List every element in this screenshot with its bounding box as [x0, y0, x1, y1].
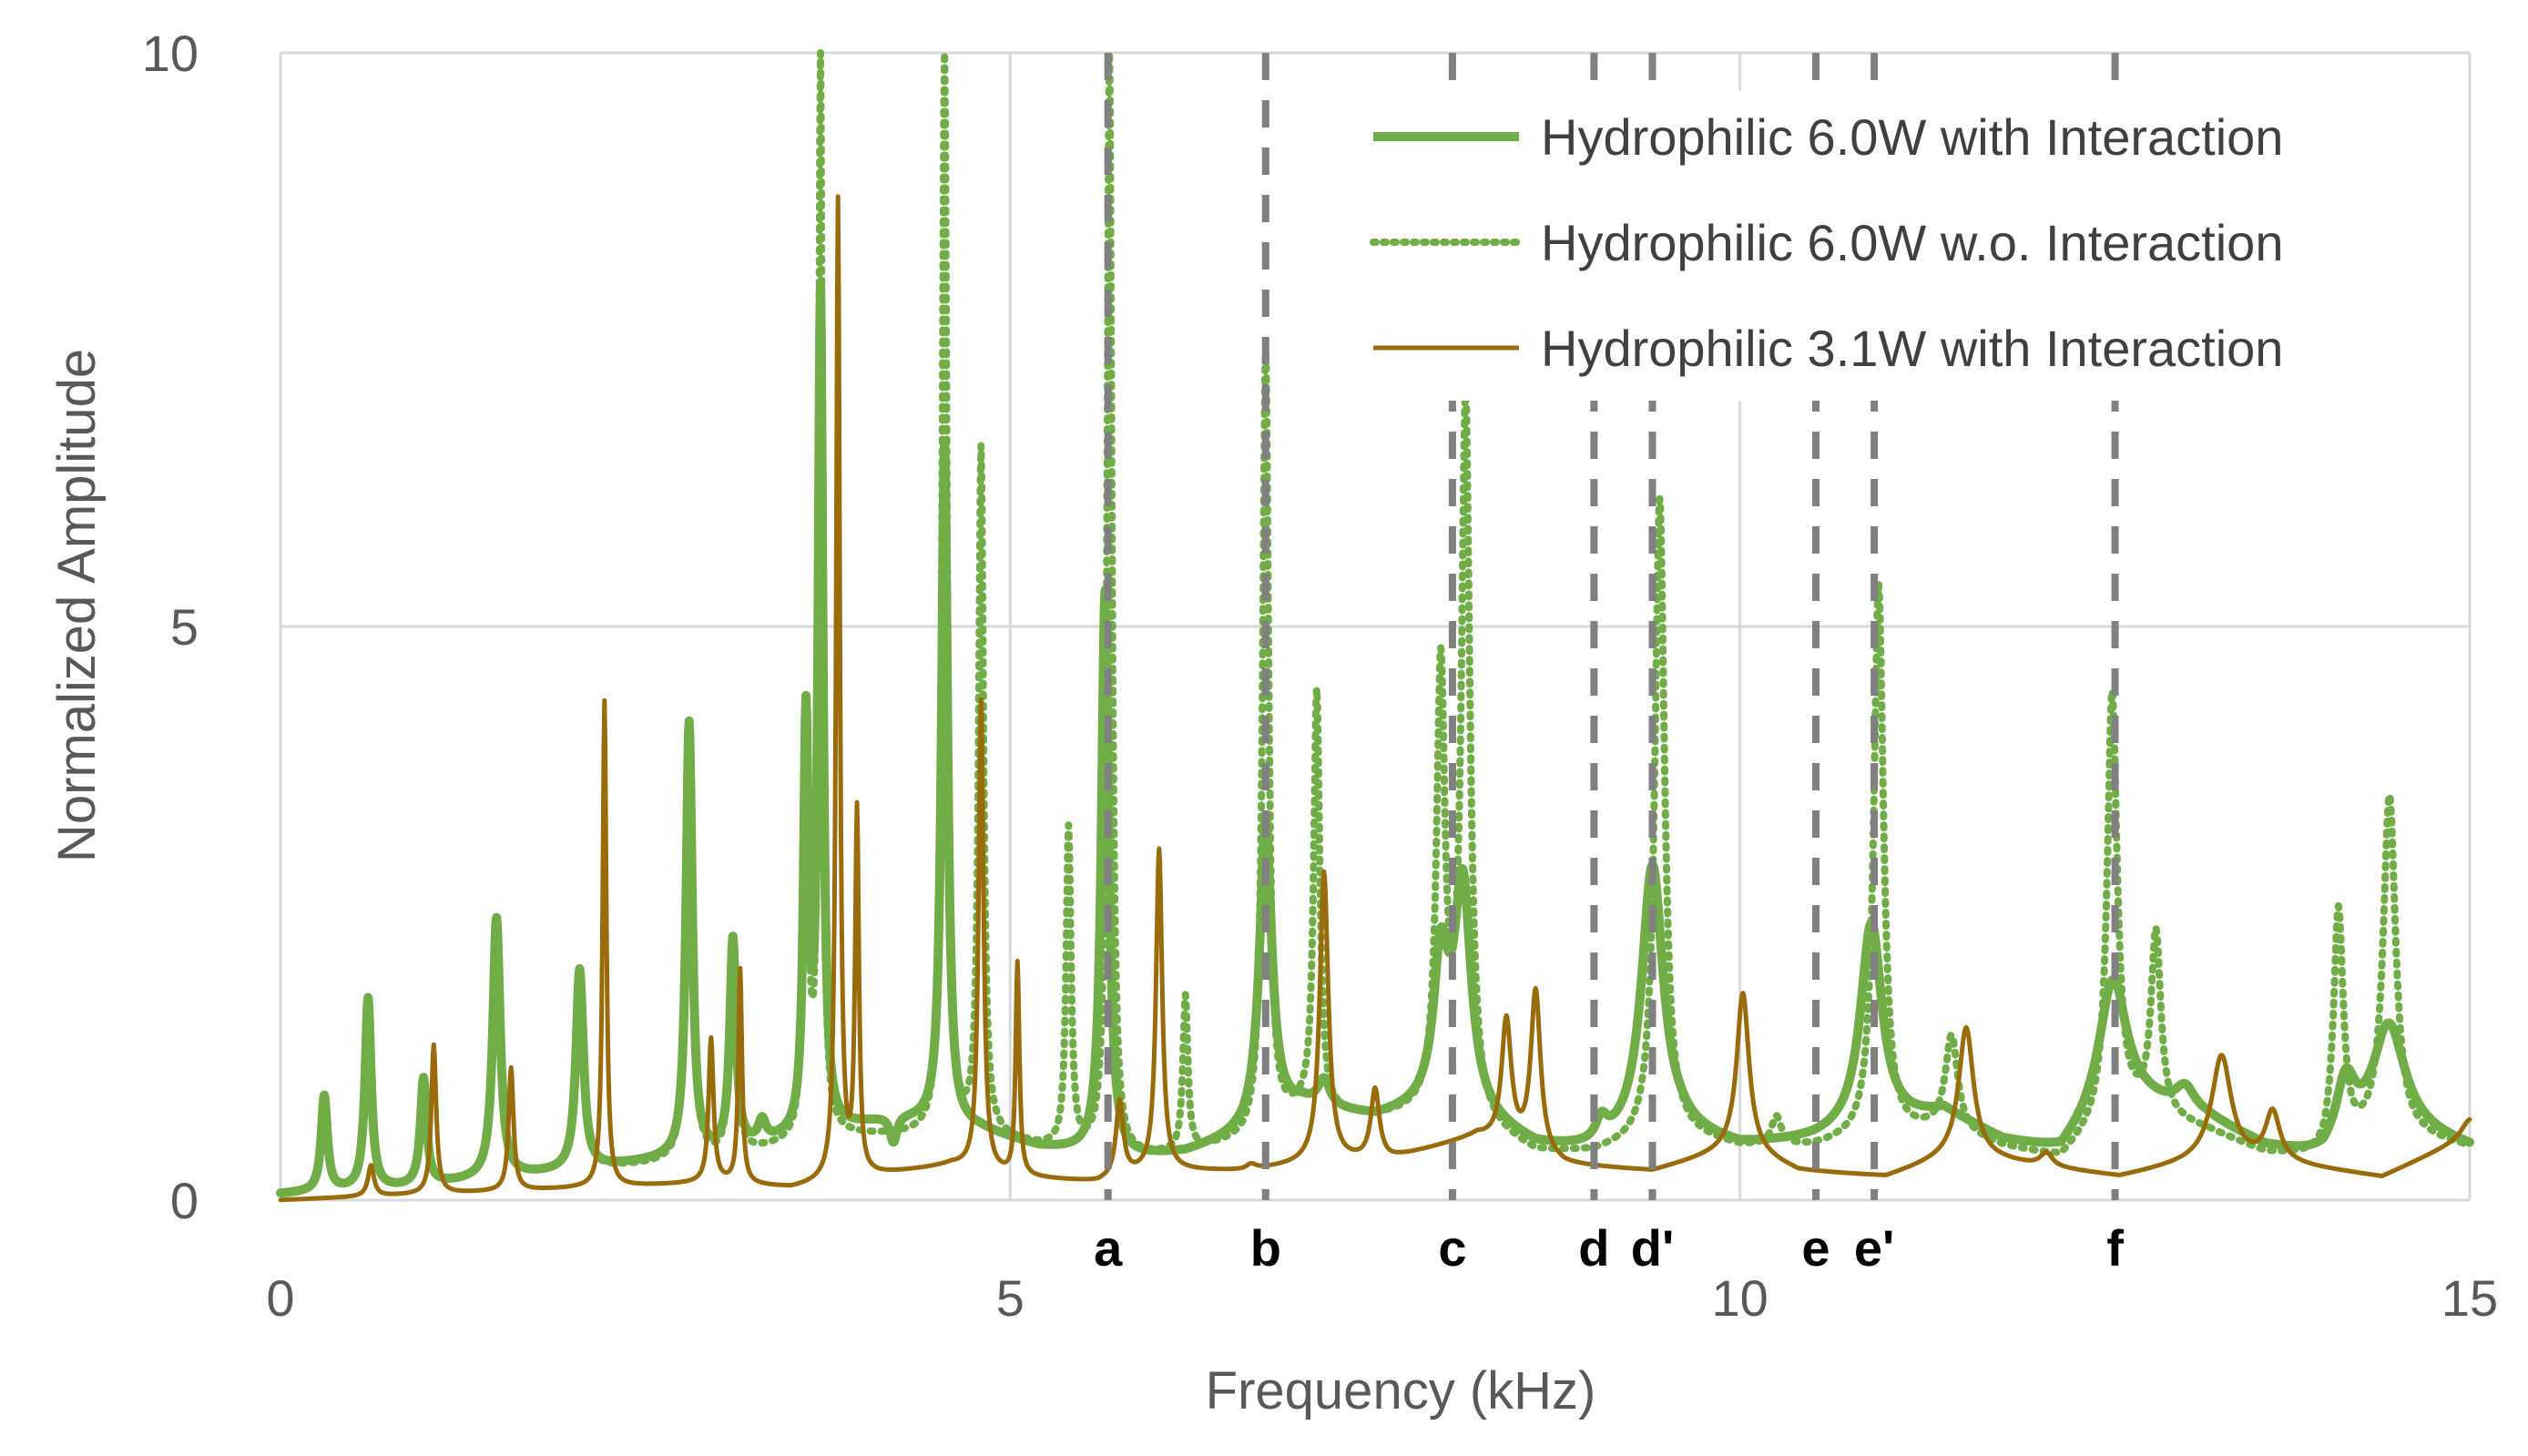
y-axis-title: Normalized Amplitude — [47, 349, 107, 862]
legend-label-3: Hydrophilic 3.1W with Interaction — [1541, 320, 2283, 377]
x-tick-label: 15 — [2441, 1269, 2498, 1327]
marker-label: d — [1578, 1219, 1609, 1277]
marker-label: f — [2106, 1219, 2124, 1277]
legend-background — [1353, 91, 2419, 401]
series-layer — [276, 49, 2474, 1203]
legend-label-2: Hydrophilic 6.0W w.o. Interaction — [1541, 214, 2283, 271]
marker-label: e — [1801, 1219, 1830, 1277]
y-tick-label: 10 — [142, 25, 199, 82]
legend-label-1: Hydrophilic 6.0W with Interaction — [1541, 108, 2283, 166]
marker-label: b — [1250, 1219, 1281, 1277]
y-tick-label: 5 — [170, 598, 199, 656]
marker-label: e' — [1854, 1219, 1894, 1277]
x-axis-title: Frequency (kHz) — [1206, 1361, 1596, 1420]
legend: Hydrophilic 6.0W with Interaction Hydrop… — [1353, 91, 2419, 401]
marker-label: c — [1438, 1219, 1466, 1277]
y-tick-label: 0 — [170, 1172, 199, 1229]
series-line-1 — [276, 277, 2474, 1198]
x-tick-label: 5 — [996, 1269, 1024, 1327]
x-tick-label: 10 — [1712, 1269, 1769, 1327]
marker-label: a — [1094, 1219, 1123, 1277]
x-tick-label: 0 — [266, 1269, 294, 1327]
marker-label: d' — [1631, 1219, 1675, 1277]
series-line-3 — [278, 194, 2472, 1203]
tick-layer: 0 5 10 15 0 5 10 — [142, 25, 2498, 1327]
